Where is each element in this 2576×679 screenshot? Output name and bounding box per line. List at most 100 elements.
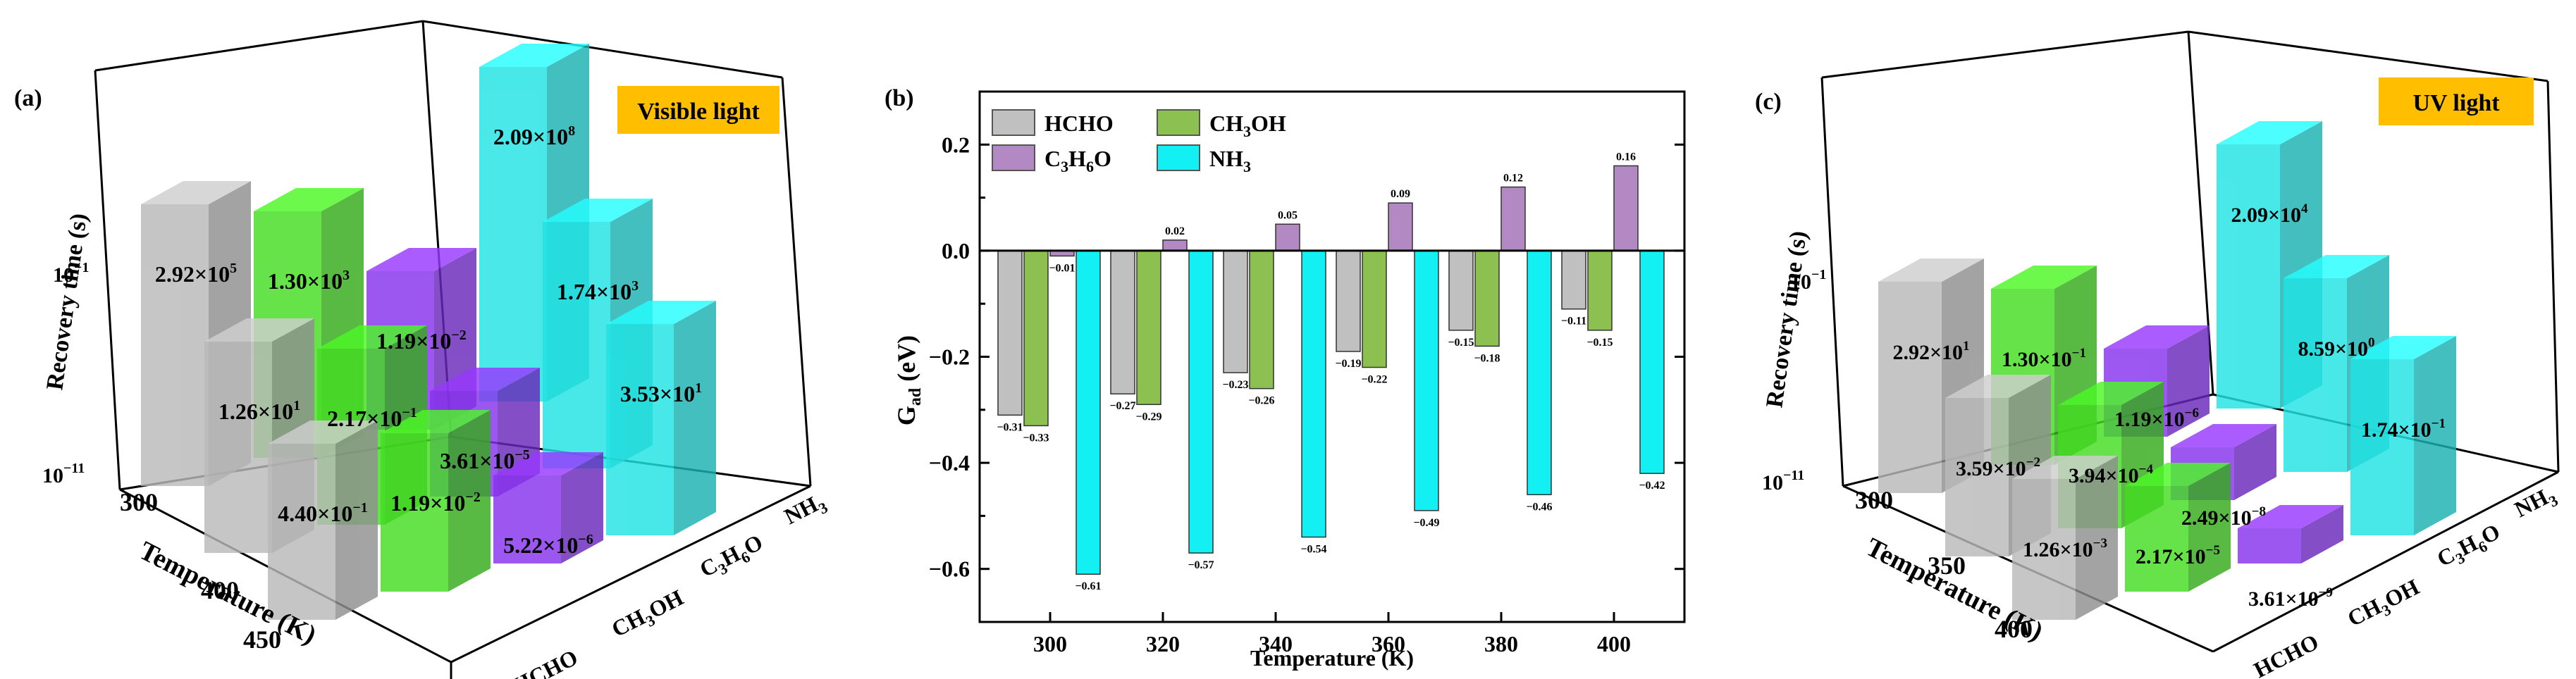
bar-hcho-360 — [1336, 250, 1361, 352]
legend-swatch-c3h6o — [992, 144, 1035, 171]
panel-a-3d-chart: 2.09×108 1.74×103 3.53×101 1.19×10−2 3.61×10… — [14, 20, 830, 679]
bar3d-nh3-300 — [479, 44, 589, 401]
bar3d-side — [335, 421, 378, 620]
bar-ch3oh-300 — [1023, 250, 1049, 427]
value-label-ch3oh-320: −0.29 — [1135, 411, 1161, 423]
panel-c-xtick-350: 350 — [1928, 552, 1966, 580]
bar3d-side — [2414, 336, 2456, 535]
bar3d-top — [381, 410, 491, 433]
x-tick-label: 360 — [1372, 631, 1405, 656]
panel-b-legend: HCHO CH3OH C3H6O NH3 — [992, 109, 1286, 175]
panel-a-xtick-300: 300 — [120, 488, 158, 516]
value-label-ch3oh-400: −0.15 — [1586, 337, 1613, 349]
panel-a-label: (a) — [14, 85, 42, 111]
bar3d-front — [2284, 278, 2347, 472]
panel-c-xtick-300: 300 — [1855, 486, 1893, 514]
bar3d-top — [141, 181, 251, 204]
bar-nh3-340 — [1301, 250, 1326, 538]
bar-hcho-340 — [1223, 250, 1248, 373]
value-label-nh3-360: −0.49 — [1413, 517, 1439, 529]
value-label-hcho-320: −0.27 — [1109, 400, 1135, 412]
value-label-c3h6o-320: 0.02 — [1165, 225, 1185, 237]
bar3d-front — [479, 67, 547, 401]
bar3d-front — [2238, 528, 2301, 563]
bar-label-ch3oh-400: 2.17×10−5 — [2136, 543, 2220, 568]
panel-c-label: (c) — [1755, 89, 1782, 115]
panel-a-bars — [141, 44, 716, 620]
bar3d-top — [268, 421, 378, 444]
panel-b-bar-chart: (b) 0.2 0.0 −0.2 −0.4 −0.6 300 320 340 360 380 40… — [885, 85, 1686, 671]
y-tick-label: −0.2 — [929, 344, 970, 370]
bar-label-nh3-400: 1.74×103 — [557, 278, 639, 304]
legend-label-hcho: HCHO — [1044, 111, 1114, 136]
value-label-hcho-340: −0.23 — [1222, 379, 1248, 391]
bar3d-top — [204, 318, 314, 342]
bar3d-top — [2104, 325, 2210, 349]
bar3d-top — [543, 199, 653, 222]
bar3d-front — [493, 475, 561, 563]
bar3d-top — [366, 248, 476, 271]
bar3d-top — [317, 325, 427, 349]
bar3d-front — [1945, 398, 2009, 556]
value-label-hcho-360: −0.19 — [1335, 358, 1361, 370]
bar3d-top — [254, 188, 364, 211]
bar-hcho-380 — [1448, 250, 1474, 331]
bar-hcho-400 — [1561, 250, 1586, 310]
bar-label-c3h6o-400: 3.61×10−5 — [440, 447, 530, 473]
bar3d-nh3-400 — [2350, 336, 2456, 535]
panel-a-badge — [617, 86, 779, 134]
bar3d-front — [2350, 359, 2414, 535]
bar-label-ch3oh-450: 1.19×10−2 — [390, 490, 481, 516]
x-tick-label: 300 — [1033, 631, 1067, 656]
panel-b-y-axis: 0.2 0.0 −0.2 −0.4 −0.6 — [929, 90, 1684, 582]
bar-label-c3h6o-300: 1.19×10−6 — [2114, 406, 2199, 431]
bar-ch3oh-360 — [1362, 250, 1387, 368]
bar-label-hcho-400: 1.26×101 — [218, 398, 300, 424]
panel-c-gas-hcho: HCHO — [2250, 629, 2322, 679]
panel-a-ztick-bottom: 10−11 — [42, 461, 85, 487]
panel-a-ztick-top: 10−1 — [53, 260, 89, 287]
bar3d-ch3oh-450 — [381, 410, 491, 592]
legend-label-ch3oh: CH3OH — [1209, 111, 1286, 140]
bar3d-c3h6o-400 — [2238, 505, 2343, 563]
panel-c-3d-chart: 2.09×104 8.59×100 1.74×10−1 1.19×10−6 2.49×1… — [1755, 30, 2560, 679]
bar3d-top — [2350, 336, 2456, 359]
bar3d-front — [204, 342, 272, 553]
bar-hcho-320 — [1110, 250, 1135, 394]
bar-c3h6o-400 — [1613, 165, 1639, 251]
legend-label-c3h6o: C3H6O — [1044, 146, 1111, 175]
panel-a-badge-text: Visible light — [637, 99, 760, 125]
y-tick-label: 0.2 — [942, 132, 970, 157]
panel-b-ylabel: Gad (eV) — [892, 335, 925, 425]
panel-b-x-axis: 300 320 340 360 380 400 — [1033, 612, 1631, 656]
panel-c-ztick-top: 10−1 — [1790, 267, 1826, 294]
bar-label-hcho-300: 2.92×101 — [1892, 339, 1969, 364]
bar-ch3oh-380 — [1474, 250, 1500, 347]
panel-c-zlabel: Recovery time (s) — [1761, 229, 1812, 409]
value-label-c3h6o-400: 0.16 — [1616, 151, 1636, 163]
legend-label-nh3: NH3 — [1209, 146, 1251, 175]
bar3d-top — [2058, 382, 2164, 405]
value-label-nh3-380: −0.46 — [1526, 501, 1552, 513]
panel-c-gas-ch3oh: CH3OH — [2343, 574, 2425, 635]
bar-ch3oh-340 — [1249, 250, 1274, 390]
value-label-ch3oh-380: −0.18 — [1474, 352, 1500, 364]
bar3d-top — [606, 301, 716, 324]
bar3d-top — [479, 44, 589, 67]
bar3d-front — [141, 204, 209, 486]
bar3d-top — [1945, 375, 2051, 398]
bar-label-c3h6o-450: 5.22×10−6 — [503, 532, 593, 558]
legend-swatch-ch3oh — [1157, 109, 1200, 136]
panel-c-badge-text: UV light — [2412, 90, 2500, 116]
panel-c-bar-labels: 2.09×104 8.59×100 1.74×10−1 1.19×10−6 2.49×1… — [1892, 201, 2446, 611]
panel-c-ztick-bottom: 10−11 — [1762, 468, 1804, 494]
value-label-nh3-320: −0.57 — [1188, 559, 1214, 571]
bar3d-top — [493, 452, 603, 475]
value-label-ch3oh-340: −0.26 — [1248, 395, 1274, 407]
bar-label-nh3-450: 3.53×101 — [620, 380, 702, 406]
bar-nh3-300 — [1076, 250, 1101, 575]
bar3d-hcho-400 — [2012, 456, 2118, 620]
bar3d-front — [606, 324, 674, 535]
panel-c-gas-c3h6o: C3H6O — [2433, 518, 2506, 575]
